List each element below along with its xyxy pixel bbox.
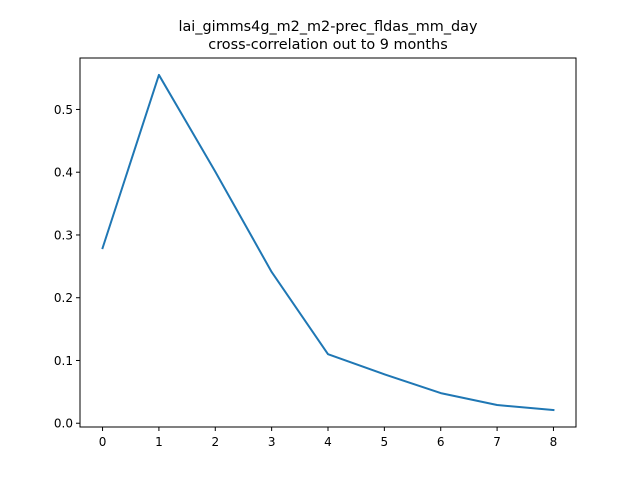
x-tick-label-4: 4 [324, 435, 332, 449]
x-tick-label-7: 7 [493, 435, 501, 449]
series-line-0 [101, 73, 555, 412]
x-tick-label-0: 0 [99, 435, 107, 449]
y-tick-label-3: 0.3 [54, 228, 73, 242]
plot-area [101, 73, 555, 412]
y-tick-label-4: 0.4 [54, 166, 73, 180]
axes-frame [79, 57, 577, 428]
x-tick-label-8: 8 [550, 435, 558, 449]
axes: 0 1 2 3 4 5 6 7 8 0.0 0.1 0.2 0.3 0.4 0.5 [54, 57, 577, 449]
x-tick-label-1: 1 [155, 435, 163, 449]
chart-title-line-2: cross-correlation out to 9 months [208, 37, 447, 53]
x-tick-label-2: 2 [211, 435, 219, 449]
x-tick-label-5: 5 [381, 435, 389, 449]
x-tick-label-6: 6 [437, 435, 445, 449]
y-tick-label-1: 0.1 [54, 354, 73, 368]
y-tick-label-5: 0.5 [54, 103, 73, 117]
chart-title-line-1: lai_gimms4g_m2_m2-prec_fldas_mm_day [178, 19, 477, 35]
x-tick-label-3: 3 [268, 435, 276, 449]
y-tick-label-0: 0.0 [54, 417, 73, 431]
y-tick-label-2: 0.2 [54, 291, 73, 305]
